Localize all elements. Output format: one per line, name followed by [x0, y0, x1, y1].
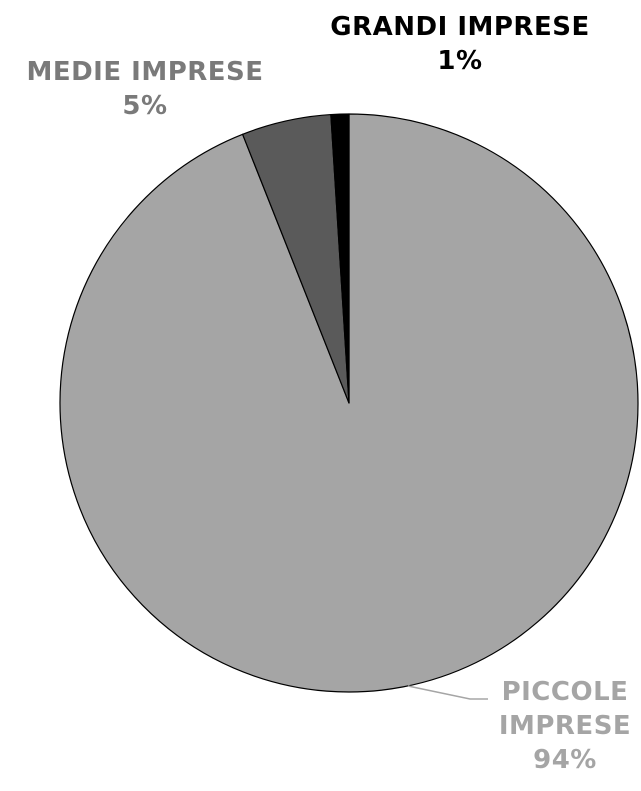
leader-line-piccole-imprese — [407, 685, 488, 700]
leader-lines — [407, 685, 488, 700]
slice-labels: PICCOLE IMPRESE 94% MEDIE IMPRESE 5% GRANDI I… — [26, 12, 631, 775]
data-label-value-grandi-imprese: 1% — [437, 46, 482, 76]
data-label-name-grandi-imprese: GRANDI IMPRESE — [330, 12, 589, 42]
data-label-name-piccole-imprese: IMPRESE — [499, 711, 631, 741]
data-label-name-piccole-imprese: PICCOLE — [502, 677, 629, 707]
pie-slice-grandi-imprese — [330, 113, 350, 404]
data-label-name-medie-imprese: MEDIE IMPRESE — [26, 57, 263, 87]
data-label-value-medie-imprese: 5% — [122, 91, 167, 121]
data-label-value-piccole-imprese: 94% — [533, 745, 597, 775]
pie-slices — [59, 113, 639, 693]
